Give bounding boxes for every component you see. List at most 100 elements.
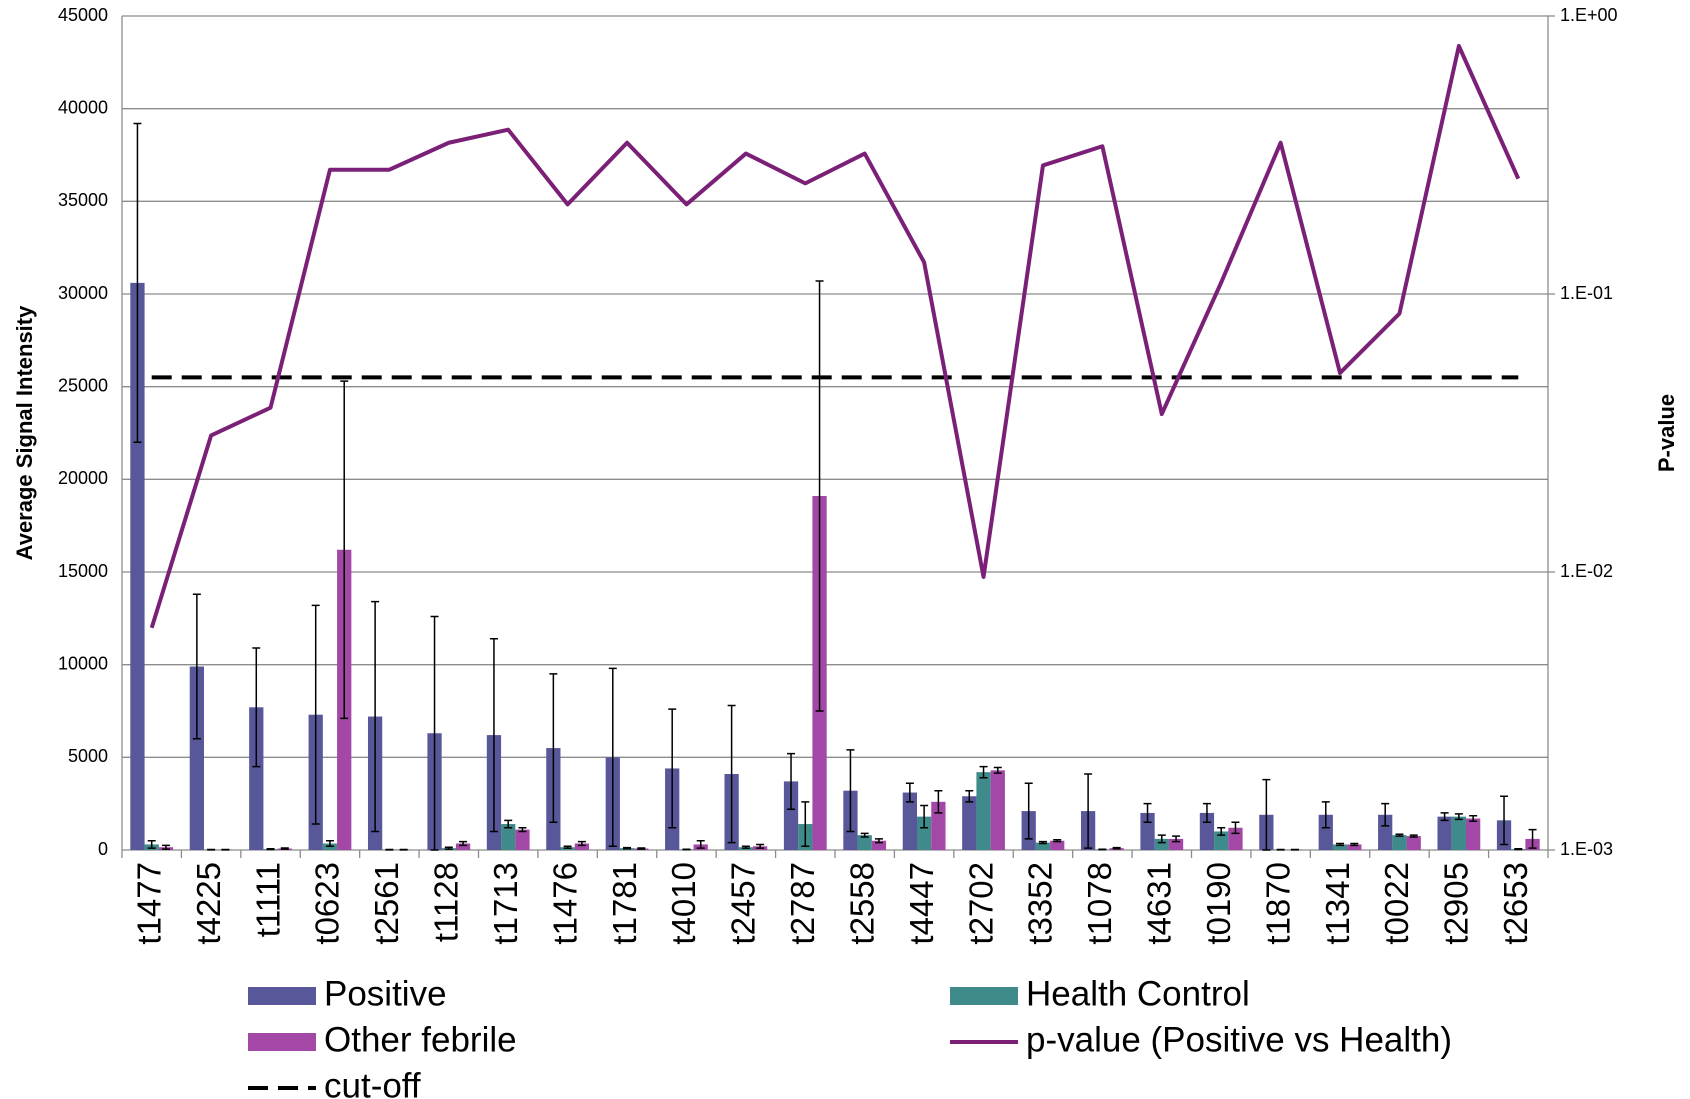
error-bar <box>787 752 796 810</box>
x-tick-label: t2561 <box>368 862 405 945</box>
bar <box>1214 831 1229 850</box>
bar <box>1332 844 1348 850</box>
bar <box>455 843 471 850</box>
bar <box>962 796 977 850</box>
error-bar <box>1469 814 1478 823</box>
x-tick-label: t1713 <box>487 862 524 945</box>
y2-axis-label: P-value <box>1654 394 1679 472</box>
bar <box>1347 844 1362 850</box>
error-bar <box>280 847 289 850</box>
y-tick-label: 30000 <box>58 283 108 303</box>
bar <box>501 824 516 850</box>
error-bar <box>325 839 334 848</box>
error-bar <box>993 766 1002 774</box>
error-bar <box>252 647 261 768</box>
x-tick-label: t0190 <box>1200 862 1237 945</box>
x-tick-label: t4631 <box>1141 862 1178 945</box>
error-bar <box>577 840 586 847</box>
error-bar <box>1053 839 1062 843</box>
bar <box>1035 842 1051 850</box>
x-tick-label: t1078 <box>1081 862 1118 945</box>
error-bar <box>965 789 974 803</box>
error-bar <box>920 804 929 829</box>
error-bar <box>815 280 824 712</box>
error-bar <box>1350 842 1359 847</box>
error-bar <box>1038 840 1047 845</box>
y-tick-label: 0 <box>98 839 108 859</box>
bar <box>1466 818 1481 850</box>
error-bar <box>1321 801 1330 829</box>
error-bar <box>979 765 988 779</box>
bar <box>574 843 590 850</box>
y2-tick-label: 1.E-02 <box>1560 561 1613 581</box>
y-tick-label: 10000 <box>58 653 108 673</box>
y2-tick-label: 1.E-01 <box>1560 283 1613 303</box>
error-bar <box>623 846 632 850</box>
error-bar <box>133 122 142 444</box>
error-bar <box>1231 821 1240 835</box>
error-bar <box>563 845 572 849</box>
bar <box>976 772 991 850</box>
error-bar <box>1500 795 1509 846</box>
y2-tick-label: 1.E+00 <box>1560 5 1618 25</box>
x-tick-label: t4447 <box>903 862 940 945</box>
error-bar <box>371 600 380 833</box>
legend-swatch <box>248 1033 316 1051</box>
error-bar <box>608 667 617 848</box>
error-bar <box>727 704 736 844</box>
bar <box>857 835 872 850</box>
error-bar <box>161 844 170 850</box>
bar <box>1050 840 1065 850</box>
error-bar <box>756 843 765 849</box>
bar <box>189 666 204 850</box>
y-axis-label: Average Signal Intensity <box>12 305 37 560</box>
error-bar <box>340 380 349 720</box>
bar <box>990 770 1005 850</box>
y-tick-label: 15000 <box>58 561 108 581</box>
x-tick-label: t1128 <box>428 862 465 942</box>
x-tick-label: t0022 <box>1378 862 1415 945</box>
error-bar <box>1514 847 1523 851</box>
legend-label: Other febrile <box>324 1020 517 1059</box>
bar <box>1437 816 1452 850</box>
legend-label: cut-off <box>324 1066 421 1099</box>
error-bar <box>266 847 275 851</box>
bar <box>1406 836 1421 850</box>
bar <box>1378 814 1393 850</box>
error-bar <box>1024 782 1033 840</box>
x-tick-label: t2457 <box>725 862 762 945</box>
y-tick-label: 40000 <box>58 97 108 117</box>
error-bar <box>1143 802 1152 823</box>
x-tick-label: t0623 <box>309 862 346 945</box>
error-bar <box>147 839 156 849</box>
x-tick-label: t2702 <box>962 862 999 945</box>
error-bar <box>311 604 320 825</box>
x-tick-label: t1477 <box>130 862 167 945</box>
y-tick-label: 20000 <box>58 468 108 488</box>
legend-label: p-value (Positive vs Health) <box>1026 1020 1452 1059</box>
error-bar <box>504 819 513 829</box>
x-tick-label: t2905 <box>1438 862 1475 945</box>
bar <box>515 829 530 850</box>
legend-label: Health Control <box>1026 974 1250 1013</box>
error-bar <box>696 839 705 849</box>
y2-tick-label: 1.E-03 <box>1560 839 1613 859</box>
error-bar <box>668 708 677 829</box>
error-bar <box>1440 812 1449 822</box>
legend-swatch <box>248 987 316 1005</box>
line <box>149 43 1521 629</box>
error-bar <box>1202 802 1211 823</box>
y-tick-label: 45000 <box>58 5 108 25</box>
bar <box>1168 838 1184 850</box>
x-tick-label: t1870 <box>1259 862 1296 945</box>
error-bar <box>741 845 750 849</box>
error-bar <box>1262 778 1271 851</box>
error-bar <box>1112 846 1121 850</box>
error-bar <box>860 832 869 838</box>
error-bar <box>1217 827 1226 836</box>
x-tick-label: t4010 <box>665 862 702 945</box>
x-tick-label: t1111 <box>249 862 286 937</box>
error-bar <box>846 749 855 833</box>
x-tick-label: t2787 <box>784 862 821 945</box>
